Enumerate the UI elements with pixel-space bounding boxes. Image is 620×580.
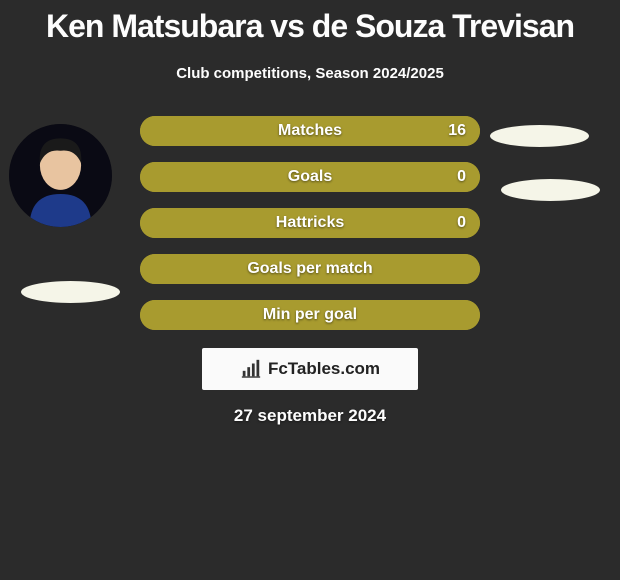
stat-bars: Matches 16 Goals 0 Hattricks 0 Goals per match…: [140, 116, 480, 330]
stat-bar: Matches 16: [140, 116, 480, 146]
stat-bar-label: Min per goal: [263, 306, 357, 324]
stat-bar-label: Goals per match: [247, 260, 372, 278]
blank-ellipse-1: [490, 125, 589, 147]
chart-icon: [240, 358, 262, 380]
stat-bar-value: 0: [457, 214, 466, 232]
player-avatar-left: [9, 124, 112, 227]
date-text: 27 september 2024: [0, 406, 620, 426]
stat-bar-value: 0: [457, 168, 466, 186]
stat-bar-value: 16: [448, 122, 466, 140]
stat-bar: Goals per match: [140, 254, 480, 284]
blank-ellipse-0: [21, 281, 120, 303]
avatar-placeholder-icon: [9, 124, 112, 227]
stat-bar: Hattricks 0: [140, 208, 480, 238]
source-badge-text: FcTables.com: [268, 359, 380, 379]
page-title: Ken Matsubara vs de Souza Trevisan: [0, 0, 620, 45]
blank-ellipse-2: [501, 179, 600, 201]
stat-bar: Goals 0: [140, 162, 480, 192]
stat-bar: Min per goal: [140, 300, 480, 330]
stat-bar-label: Matches: [278, 122, 342, 140]
subtitle: Club competitions, Season 2024/2025: [0, 65, 620, 82]
source-badge: FcTables.com: [202, 348, 418, 390]
stat-bar-label: Goals: [288, 168, 332, 186]
stat-bar-label: Hattricks: [276, 214, 344, 232]
